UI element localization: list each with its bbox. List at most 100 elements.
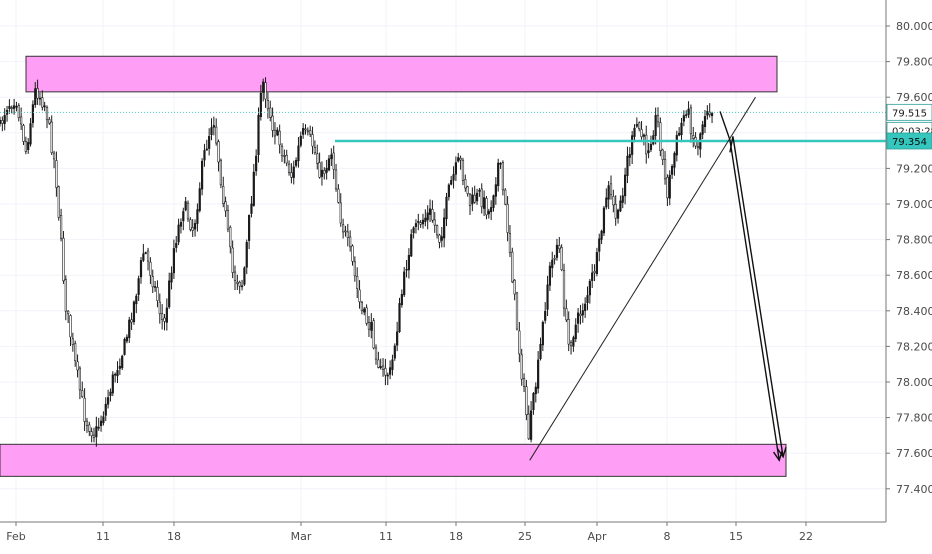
candle	[468, 192, 472, 216]
candle	[417, 213, 420, 231]
candle-body	[64, 279, 67, 312]
candle-body	[471, 194, 474, 205]
candle-body	[151, 276, 154, 288]
candle-body	[154, 286, 157, 288]
candle-body	[168, 280, 171, 308]
candle	[529, 401, 533, 443]
candle-body	[588, 280, 591, 296]
candle	[649, 135, 653, 152]
candle-body	[273, 129, 277, 137]
candle-body	[649, 144, 653, 150]
candle-body	[222, 186, 225, 204]
candle-body	[386, 374, 389, 377]
y-tick-label: 78.400	[896, 305, 932, 318]
candle	[48, 117, 51, 125]
candle-body	[372, 320, 375, 349]
candle-body	[31, 104, 34, 124]
candle-body	[485, 198, 488, 216]
candle-body	[393, 345, 396, 359]
candle	[396, 321, 399, 352]
candle	[579, 304, 582, 325]
candle-body	[78, 367, 81, 391]
candle	[76, 354, 79, 378]
candle	[189, 217, 192, 232]
candle	[45, 105, 49, 129]
candle	[532, 392, 535, 415]
candle	[257, 107, 260, 163]
candle-body	[10, 107, 13, 109]
candle	[687, 101, 690, 118]
candle	[250, 196, 253, 218]
candle-body	[92, 434, 96, 438]
candle-body	[539, 344, 542, 360]
candle-body	[640, 129, 643, 138]
candle	[353, 256, 356, 282]
candle	[71, 332, 74, 352]
y-tick-label: 77.400	[896, 483, 932, 496]
candle-body	[38, 97, 42, 100]
candle	[584, 297, 587, 318]
candle-body	[114, 373, 117, 376]
candle-body	[360, 302, 364, 312]
candle-body	[139, 260, 143, 278]
candle-body	[398, 303, 401, 332]
y-tick-label: 78.800	[896, 234, 932, 247]
candle-body	[182, 211, 185, 222]
candle	[576, 308, 580, 333]
candle	[633, 124, 636, 143]
candle-body	[687, 108, 690, 115]
candle-body	[447, 184, 450, 198]
candle-body	[407, 255, 411, 271]
candle	[302, 123, 305, 139]
candle-body	[0, 119, 2, 124]
y-tick-label: 79.600	[896, 91, 932, 104]
candle-body	[334, 169, 338, 190]
candle	[386, 372, 389, 386]
candle	[591, 264, 594, 288]
candle-body	[370, 322, 373, 331]
candle	[327, 154, 331, 172]
candle	[400, 289, 403, 308]
candle-body	[353, 261, 356, 277]
candle	[280, 143, 284, 162]
candle-body	[208, 136, 211, 149]
candle	[97, 417, 100, 431]
candle	[121, 354, 124, 371]
candle	[358, 280, 361, 309]
candle	[482, 190, 486, 217]
candle	[52, 150, 56, 169]
candle-body	[527, 413, 530, 440]
candle	[628, 147, 631, 167]
candle-body	[17, 105, 20, 119]
candle	[276, 127, 279, 137]
resistance-zone	[25, 55, 778, 93]
candle	[438, 233, 441, 249]
candles	[0, 77, 714, 447]
candle-body	[217, 141, 220, 163]
candle	[701, 120, 704, 140]
candle	[426, 205, 429, 230]
drawings	[529, 96, 787, 462]
candle	[144, 251, 147, 255]
candle-body	[280, 145, 284, 157]
candle	[201, 158, 204, 196]
candle	[316, 144, 319, 170]
candle-body	[576, 312, 580, 324]
candle-body	[414, 223, 418, 227]
candle-body	[97, 426, 100, 429]
candle-body	[177, 224, 180, 243]
candle	[663, 151, 667, 185]
candle	[689, 104, 692, 143]
candle-body	[609, 183, 613, 196]
candle	[175, 236, 178, 253]
candle-body	[320, 169, 324, 177]
candle	[69, 314, 72, 347]
candle	[67, 310, 70, 324]
candle-body	[464, 179, 467, 189]
candle	[297, 137, 300, 168]
candle-body	[595, 252, 598, 275]
candle-body	[363, 308, 366, 313]
candle	[464, 174, 467, 192]
candle	[123, 337, 126, 356]
candle	[692, 126, 695, 148]
